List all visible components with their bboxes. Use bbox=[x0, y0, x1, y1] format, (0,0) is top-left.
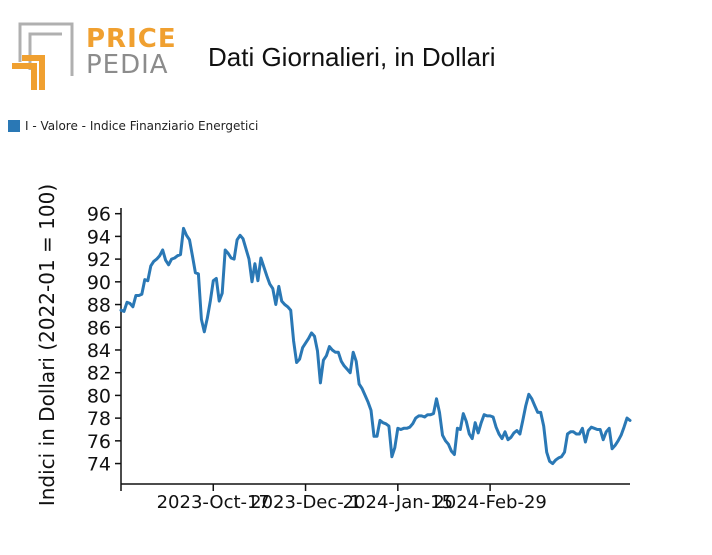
logo-text-pedia: PEDIA bbox=[86, 50, 169, 80]
logo-text-price: PRICE bbox=[86, 24, 177, 54]
y-tick-label: 78 bbox=[87, 408, 111, 430]
plot-area bbox=[119, 226, 632, 466]
y-tick-label: 96 bbox=[87, 204, 111, 226]
legend: I - Valore - Indice Finanziario Energeti… bbox=[8, 119, 258, 133]
x-tick-label: 2024-Jan-15 bbox=[343, 492, 453, 513]
legend-label: I - Valore - Indice Finanziario Energeti… bbox=[25, 119, 259, 133]
y-tick-label: 94 bbox=[87, 226, 111, 248]
y-tick-label: 80 bbox=[87, 385, 111, 407]
y-tick-label: 88 bbox=[87, 295, 111, 317]
series-line bbox=[119, 226, 632, 466]
logo-mark-icon bbox=[12, 22, 74, 90]
chart-title: Dati Giornalieri, in Dollari bbox=[208, 42, 496, 72]
y-tick-label: 76 bbox=[87, 431, 111, 453]
x-tick-label: 2023-Dec- 1 bbox=[250, 492, 361, 513]
y-tick-label: 84 bbox=[87, 340, 111, 362]
y-tick-label: 86 bbox=[87, 317, 111, 339]
x-tick-label: 2024-Feb-29 bbox=[433, 492, 547, 513]
y-tick-label: 90 bbox=[87, 272, 111, 294]
legend-swatch bbox=[8, 120, 20, 132]
y-tick-label: 92 bbox=[87, 249, 111, 271]
x-tick-label: 2023-Oct-17 bbox=[157, 492, 270, 513]
y-axis-label: Indici in Dollari (2022-01 = 100) bbox=[35, 184, 59, 506]
y-tick-label: 82 bbox=[87, 363, 111, 385]
pricepedia-logo: PRICE PEDIA bbox=[8, 20, 176, 95]
y-tick-label: 74 bbox=[87, 454, 111, 476]
